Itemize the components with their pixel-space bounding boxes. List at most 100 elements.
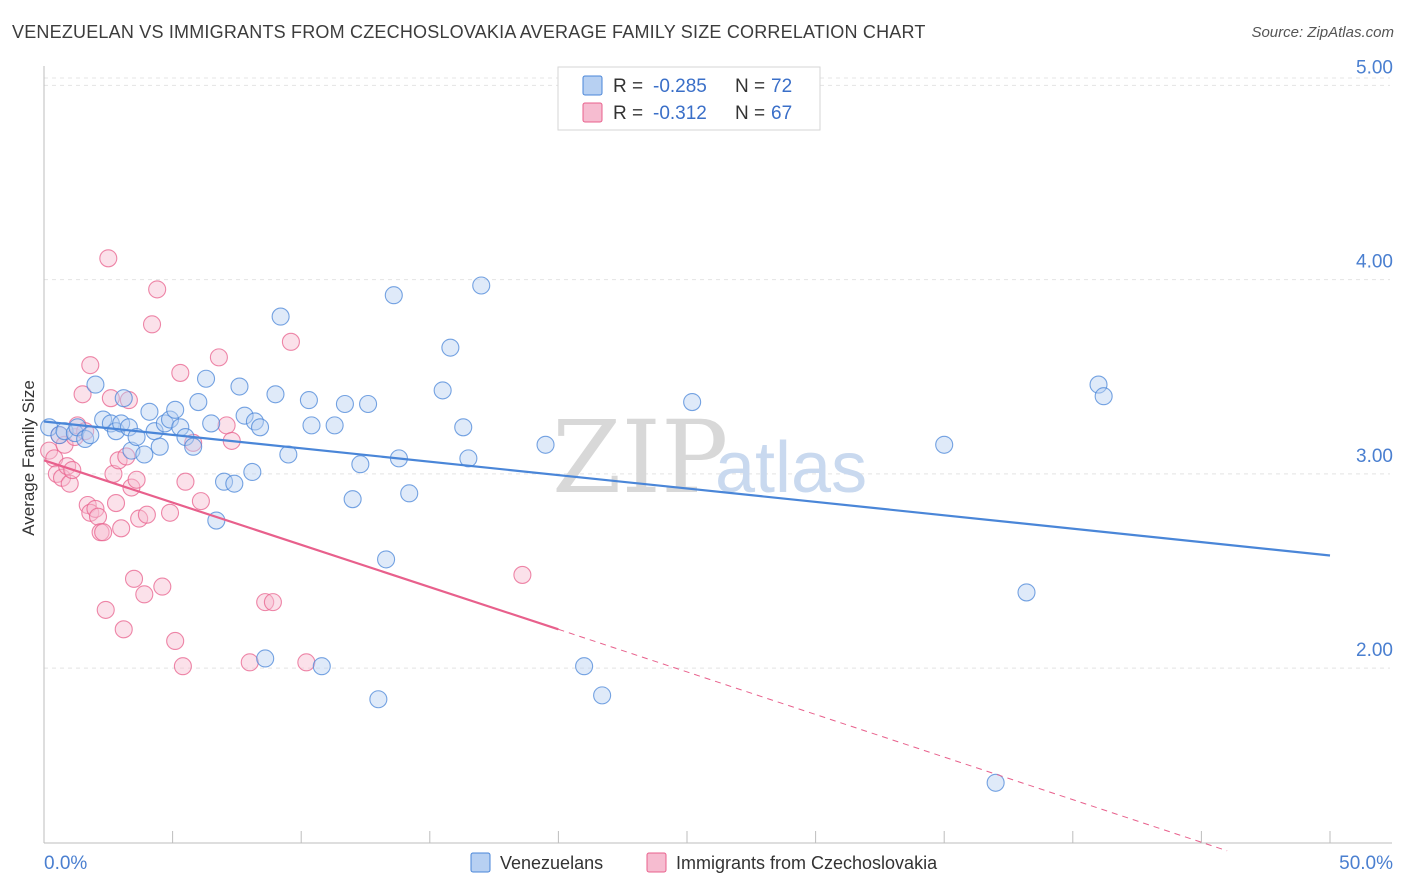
venezuelan-point-58 [472, 276, 491, 295]
venezuelan-point-61 [593, 686, 612, 705]
y-tick-labels: 2.00 3.00 4.00 5.00 [1356, 57, 1393, 661]
venezuelan-point-64 [986, 773, 1005, 792]
czech-point-33 [135, 585, 154, 604]
venezuelan-point-28 [202, 414, 221, 433]
legend-swatch-czechoslovakia [582, 102, 603, 123]
y-axis-label: Average Family Size [19, 380, 38, 536]
czech-point-23 [106, 494, 126, 513]
venezuelan-point-63 [935, 435, 954, 454]
venezuelan-point-32 [230, 377, 249, 396]
czech-point-11 [73, 385, 92, 404]
venezuelan-point-36 [250, 418, 270, 437]
venezuelan-point-60 [575, 657, 594, 676]
venezuelan-point-49 [369, 690, 388, 709]
watermark-zip: ZIP [552, 399, 728, 516]
x-tick-label-1: 50.0% [1339, 853, 1393, 874]
czech-point-50 [263, 593, 282, 612]
czech-point-40 [171, 363, 190, 382]
venezuelan-point-45 [335, 394, 354, 414]
czech-point-34 [137, 505, 156, 524]
venezuelan-point-50 [377, 550, 396, 569]
legend-n-label-1: N = [735, 76, 765, 97]
venezuelan-point-57 [459, 449, 478, 468]
venezuelan-point-37 [256, 649, 275, 668]
czech-trend-extrapolation [558, 628, 1228, 852]
venezuelan-point-67 [1094, 387, 1113, 406]
czech-point-46 [217, 416, 236, 435]
czech-point-42 [176, 472, 195, 491]
venezuelan-point-43 [312, 657, 331, 676]
venezuelan-point-25 [184, 437, 203, 456]
czech-point-31 [127, 470, 146, 489]
venezuelan-point-59 [536, 435, 555, 454]
venezuelan-point-42 [302, 416, 321, 435]
venezuelan-point-16 [135, 445, 154, 464]
czech-point-39 [166, 631, 185, 651]
legend-r-label-1: R = [613, 76, 643, 97]
watermark-atlas: atlas [715, 428, 867, 508]
czech-point-51 [281, 332, 300, 351]
x-tick-label-0: 0.0% [44, 853, 87, 874]
bottom-legend-venezuelans: Venezuelans [500, 853, 603, 873]
bottom-legend-czechoslovakia: Immigrants from Czechoslovakia [676, 853, 938, 873]
y-tick-label-2: 4.00 [1356, 252, 1393, 273]
venezuelan-point-7 [86, 375, 105, 394]
source-label: Source: ZipAtlas.com [1251, 24, 1394, 41]
legend-n-value-2: 67 [771, 103, 792, 124]
czech-point-38 [160, 503, 180, 522]
venezuelan-point-53 [400, 484, 419, 503]
czech-point-44 [191, 492, 210, 511]
venezuelan-point-17 [140, 402, 159, 421]
czech-point-17 [88, 507, 108, 526]
czech-point-25 [112, 519, 131, 538]
correlation-legend: R = -0.285 N = 72 R = -0.312 N = 67 [557, 66, 821, 131]
y-tick-label-0: 2.00 [1356, 640, 1393, 661]
czech-point-15 [81, 356, 100, 375]
data-points [40, 249, 1113, 792]
chart-title: VENEZUELAN VS IMMIGRANTS FROM CZECHOSLOV… [12, 22, 926, 42]
y-tick-label-1: 3.00 [1356, 446, 1393, 467]
venezuelan-point-39 [271, 307, 290, 326]
venezuelan-point-56 [454, 418, 473, 437]
venezuelan-point-38 [266, 385, 285, 404]
czech-point-45 [209, 348, 228, 367]
venezuelan-point-19 [150, 437, 169, 456]
venezuelan-point-26 [189, 393, 208, 412]
y-tick-label-3: 5.00 [1356, 57, 1393, 78]
venezuelan-point-48 [359, 394, 378, 414]
bottom-legend-swatch-czechoslovakia [646, 852, 667, 873]
legend-r-label-2: R = [613, 103, 643, 124]
venezuelan-point-6 [81, 426, 100, 445]
series-legend: Venezuelans Immigrants from Czechoslovak… [470, 852, 938, 873]
czech-point-35 [142, 315, 162, 334]
legend-n-label-2: N = [735, 103, 765, 124]
venezuelan-point-35 [245, 412, 264, 431]
czech-point-27 [117, 447, 136, 466]
venezuelan-point-34 [243, 462, 262, 482]
czech-point-53 [96, 600, 115, 619]
venezuelan-point-22 [166, 400, 185, 419]
venezuelan-point-27 [196, 369, 216, 388]
bottom-legend-swatch-venezuelans [470, 852, 491, 873]
venezuelan-point-47 [351, 455, 370, 474]
venezuelan-point-15 [127, 427, 146, 447]
czech-point-19 [94, 523, 113, 542]
czech-trend-line [43, 459, 559, 631]
czech-point-21 [101, 389, 120, 408]
venezuelan-point-46 [343, 490, 362, 509]
czech-point-49 [256, 593, 275, 612]
venezuelan-trend-line [43, 420, 1331, 557]
venezuelan-point-44 [325, 416, 344, 435]
czech-point-41 [173, 657, 192, 676]
czech-point-26 [114, 620, 133, 639]
czech-point-30 [124, 569, 144, 588]
trend-lines [43, 420, 1331, 852]
czech-point-37 [153, 577, 172, 596]
venezuelan-point-65 [1017, 583, 1036, 602]
venezuelan-point-41 [299, 391, 318, 410]
venezuelan-point-31 [225, 474, 244, 493]
czech-point-7 [60, 474, 79, 493]
x-tick-labels: 0.0% 50.0% [44, 853, 1393, 874]
legend-swatch-venezuelans [582, 75, 603, 96]
